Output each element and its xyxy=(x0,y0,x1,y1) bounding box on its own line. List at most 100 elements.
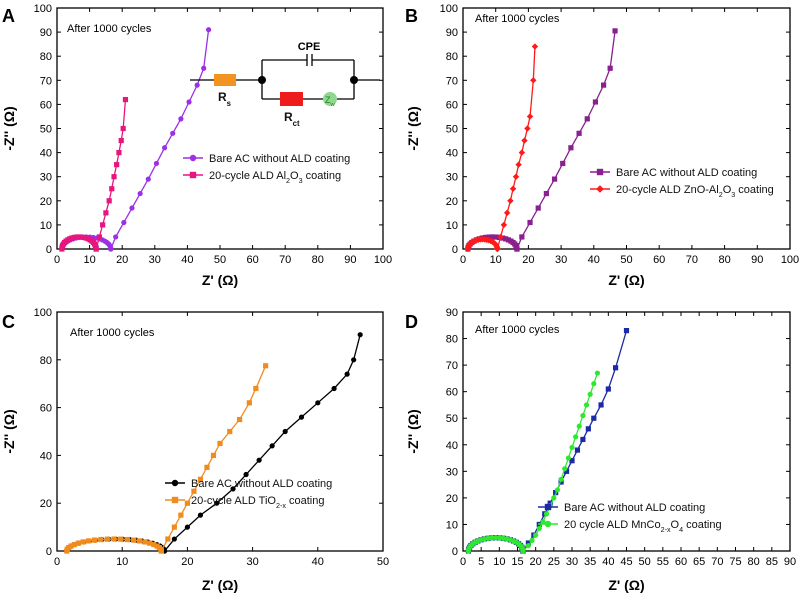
data-point xyxy=(598,402,604,408)
legend-label: 20 cycle ALD MnCo2-xO4 coating xyxy=(564,519,722,534)
data-point xyxy=(351,357,357,363)
data-point xyxy=(111,536,117,542)
y-axis-label: -Z'' (Ω) xyxy=(1,409,17,453)
x-tick-label: 10 xyxy=(116,556,128,568)
legend-entry: Bare AC without ALD coating xyxy=(590,167,757,179)
legend-marker xyxy=(189,154,197,162)
y-tick-label: 100 xyxy=(440,3,458,15)
series-1 xyxy=(64,332,363,554)
legend-label: 20-cycle ALD ZnO-Al2O3 coating xyxy=(616,184,774,199)
x-tick-label: 30 xyxy=(566,556,578,568)
panel-d: D0 5 10 15 20 25 30 35 40 45 50 55 60 65 70 75 80 85 90010… xyxy=(405,307,796,593)
data-point xyxy=(230,486,236,492)
x-tick-label: 10 xyxy=(490,254,502,266)
data-point xyxy=(623,327,630,334)
data-point xyxy=(580,412,586,419)
data-point xyxy=(68,543,74,549)
data-point xyxy=(530,77,537,84)
legend-entry: 20-cycle ALD ZnO-Al2O3 coating xyxy=(590,184,774,199)
y-tick-label: 40 xyxy=(446,440,458,452)
data-point xyxy=(129,205,135,211)
data-point xyxy=(584,116,590,122)
y-tick-label: 40 xyxy=(40,450,52,462)
data-point xyxy=(184,524,190,530)
zw-label: Zw xyxy=(325,95,336,108)
data-point xyxy=(96,234,102,240)
series-line xyxy=(66,334,361,553)
legend-marker xyxy=(171,479,179,487)
x-tick-label: 0 xyxy=(460,254,466,266)
data-point xyxy=(551,495,557,501)
data-point xyxy=(120,125,126,132)
data-point xyxy=(122,96,129,103)
data-point xyxy=(194,82,200,88)
data-point xyxy=(496,535,503,541)
x-tick-label: 70 xyxy=(686,254,698,266)
legend-marker xyxy=(596,168,604,176)
data-point xyxy=(298,414,305,420)
data-point xyxy=(142,539,148,545)
legend-marker xyxy=(189,171,197,179)
data-point xyxy=(91,537,98,543)
data-point xyxy=(111,174,117,180)
data-point xyxy=(569,458,575,464)
y-tick-label: 90 xyxy=(40,27,52,39)
data-point xyxy=(116,150,122,156)
legend-entry: Bare AC without ALD coating xyxy=(538,502,705,514)
data-point xyxy=(601,82,607,88)
series-line xyxy=(467,330,628,553)
data-point xyxy=(512,173,520,180)
y-tick-label: 10 xyxy=(446,220,458,232)
data-point xyxy=(171,536,177,542)
data-point xyxy=(531,43,539,50)
y-tick-label: 50 xyxy=(446,413,458,425)
data-point xyxy=(75,540,81,546)
x-tick-label: 60 xyxy=(653,254,665,266)
data-point xyxy=(605,386,611,392)
data-point xyxy=(344,371,350,377)
panel-a: A 0 10 20 30 40 50 60 70 80 90 100 0 10 20 30 40 50 60 70 80… xyxy=(1,3,392,288)
data-point xyxy=(607,65,613,71)
data-point xyxy=(554,487,561,493)
x-tick-label: 25 xyxy=(548,556,560,568)
data-point xyxy=(493,535,499,541)
x-tick-label: 50 xyxy=(214,254,226,266)
x-tick-label: 90 xyxy=(344,254,356,266)
legend-entry: Bare AC without ALD coating xyxy=(183,153,350,165)
y-tick-label: 0 xyxy=(46,546,52,558)
data-point xyxy=(524,125,531,132)
y-tick-label: 20 xyxy=(446,493,458,505)
data-point xyxy=(124,536,130,543)
annotation-text: After 1000 cycles xyxy=(67,23,152,35)
x-tick-label: 50 xyxy=(377,556,389,568)
x-tick-label: 50 xyxy=(639,556,651,568)
data-point xyxy=(227,428,233,435)
data-point xyxy=(613,365,619,371)
rs-label: Rs xyxy=(218,90,232,108)
series-2 xyxy=(59,96,129,252)
data-point xyxy=(576,423,582,429)
legend-marker xyxy=(544,503,552,511)
data-point xyxy=(315,400,321,406)
x-tick-label: 80 xyxy=(312,254,324,266)
x-tick-label: 0 xyxy=(54,556,60,568)
annotation-text: After 1000 cycles xyxy=(475,324,560,336)
panel-c: C 0 10 20 30 40 50 0 20 40 60 80 100 Z' (Ω) -Z'' (Ω) Af… xyxy=(1,307,389,593)
data-point xyxy=(71,541,77,548)
x-tick-label: 100 xyxy=(781,254,799,266)
legend-label: 20-cycle ALD Al2O3 coating xyxy=(209,170,341,185)
data-point xyxy=(525,543,532,549)
plot-frame xyxy=(462,7,791,250)
data-point xyxy=(210,452,217,458)
data-point xyxy=(113,234,119,240)
data-point xyxy=(529,537,535,543)
y-tick-label: 0 xyxy=(452,546,458,558)
data-point xyxy=(214,500,220,506)
series-2 xyxy=(64,363,269,554)
data-point xyxy=(503,236,509,242)
data-point xyxy=(145,176,151,182)
x-tick-label: 65 xyxy=(693,556,705,568)
data-point xyxy=(158,548,164,554)
data-point xyxy=(165,536,171,542)
data-point xyxy=(331,385,337,392)
